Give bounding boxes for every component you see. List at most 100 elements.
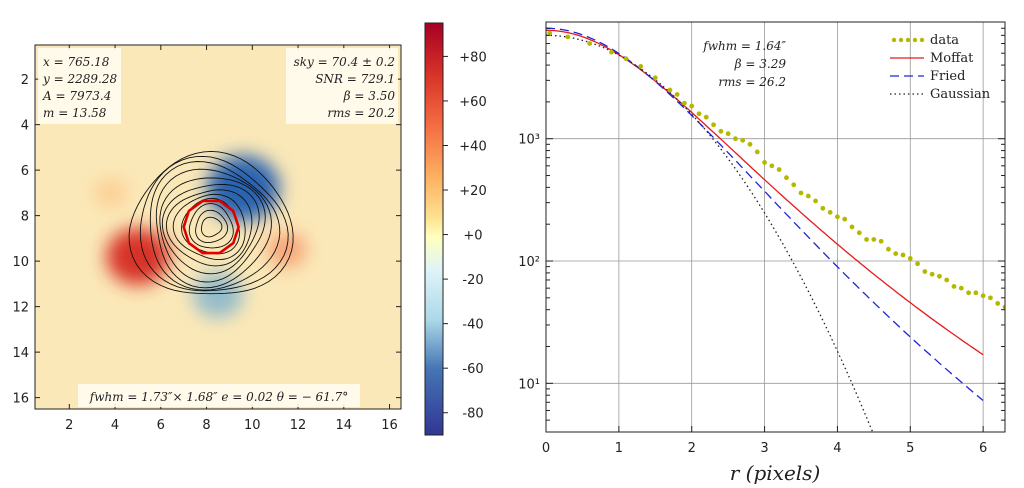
y-tick-label: 16 bbox=[12, 392, 29, 407]
x-tick-label: 16 bbox=[381, 418, 398, 433]
data-point bbox=[966, 290, 971, 296]
data-point bbox=[587, 41, 593, 46]
data-point bbox=[784, 175, 789, 181]
data-point bbox=[856, 230, 862, 236]
data-point bbox=[565, 34, 571, 40]
y-tick-label: 4 bbox=[21, 119, 29, 134]
data-point bbox=[1002, 304, 1005, 310]
legend-data-symbol bbox=[905, 37, 911, 43]
data-point bbox=[871, 237, 877, 242]
data-point bbox=[733, 136, 738, 142]
y-tick-label: 12 bbox=[12, 301, 29, 316]
residual-frame bbox=[34, 44, 402, 410]
fwhm-contour bbox=[182, 199, 240, 255]
legend-data-symbol bbox=[912, 37, 918, 43]
legend: data Moffat Fried Gaussian bbox=[890, 33, 991, 102]
colorbar-tick-label: -80 bbox=[462, 407, 483, 422]
residual-blob-0 bbox=[106, 228, 170, 286]
radial-profile-panel: 0 1 2 3 4 5 6 10¹ 10² 10³ r (pixels) fwhm = 1.64″… bbox=[518, 21, 1006, 485]
contour-level-8 bbox=[181, 197, 240, 255]
contour-level-9 bbox=[188, 203, 234, 249]
colorbar-tick-label: -20 bbox=[462, 273, 483, 288]
colorbar-tick-label: +60 bbox=[459, 95, 486, 110]
annot-rms: rms = 20.2 bbox=[327, 106, 395, 120]
data-point bbox=[973, 290, 979, 296]
annot-snr: SNR = 729.1 bbox=[315, 72, 395, 86]
data-point bbox=[900, 252, 906, 258]
profile-x-tick-label: 3 bbox=[760, 441, 768, 456]
legend-gaussian-label: Gaussian bbox=[930, 87, 991, 102]
legend-data-symbol bbox=[898, 37, 904, 43]
data-point bbox=[747, 141, 753, 147]
series-gaussian bbox=[546, 34, 874, 432]
data-point bbox=[740, 137, 746, 143]
data-point bbox=[667, 87, 673, 93]
data-point bbox=[547, 30, 553, 36]
profile-frame bbox=[545, 21, 1006, 433]
profile-x-tick-label: 1 bbox=[615, 441, 623, 456]
x-tick-label: 10 bbox=[244, 418, 261, 433]
params-box-left bbox=[38, 48, 121, 124]
data-point bbox=[929, 271, 935, 277]
data-point bbox=[682, 100, 687, 106]
y-tick-label: 2 bbox=[21, 73, 29, 88]
data-point bbox=[995, 301, 1001, 306]
data-point bbox=[791, 182, 797, 188]
fwhm-box bbox=[78, 384, 360, 407]
params-box-right bbox=[286, 48, 398, 124]
data-point bbox=[776, 167, 782, 172]
profile-y-tick-label: 10¹ bbox=[518, 377, 540, 392]
data-point bbox=[798, 190, 804, 196]
colorbar-tick-label: +80 bbox=[459, 50, 486, 65]
annot-amplitude: A = 7973.4 bbox=[42, 89, 111, 103]
data-point bbox=[988, 295, 993, 301]
annot-y: y = 2289.28 bbox=[42, 72, 117, 86]
contour-level-4 bbox=[159, 177, 266, 283]
annot-sky: sky = 70.4 ± 0.2 bbox=[294, 55, 395, 69]
residual-blob-3 bbox=[192, 272, 244, 318]
x-tick-label: 14 bbox=[336, 418, 353, 433]
data-point bbox=[915, 261, 920, 267]
annot-beta: β = 3.50 bbox=[343, 89, 396, 103]
data-point bbox=[609, 49, 614, 55]
annot-profile-beta: β = 3.29 bbox=[734, 57, 787, 71]
data-point bbox=[718, 128, 724, 134]
colorbar-tick-label: -60 bbox=[462, 362, 483, 377]
annot-profile-fwhm: fwhm = 1.64″ bbox=[702, 39, 786, 53]
colorbar-tick-label: -40 bbox=[462, 318, 483, 333]
legend-moffat-label: Moffat bbox=[930, 51, 974, 66]
data-point bbox=[652, 75, 658, 81]
residual-blob-2 bbox=[266, 232, 307, 268]
annot-profile-rms: rms = 26.2 bbox=[718, 75, 786, 89]
colorbar-tick-label: +40 bbox=[459, 139, 486, 154]
data-point bbox=[922, 269, 928, 274]
profile-y-tick-label: 10³ bbox=[518, 133, 540, 148]
profile-x-tick-label: 2 bbox=[688, 441, 696, 456]
annot-x: x = 765.18 bbox=[43, 55, 110, 69]
profile-x-tick-label: 5 bbox=[906, 441, 914, 456]
contour-level-3 bbox=[155, 168, 272, 289]
profile-x-tick-label: 0 bbox=[542, 441, 550, 456]
y-tick-label: 14 bbox=[12, 346, 29, 361]
series-fried bbox=[546, 27, 984, 401]
data-point bbox=[937, 273, 942, 279]
contour-level-5 bbox=[161, 183, 260, 275]
colorbar-tick-label: +20 bbox=[459, 184, 486, 199]
contour-level-1 bbox=[139, 155, 289, 292]
x-axis-label: r (pixels) bbox=[730, 461, 821, 485]
data-point bbox=[674, 92, 680, 97]
y-tick-label: 6 bbox=[21, 164, 29, 179]
y-tick-label: 10 bbox=[12, 255, 29, 270]
contour-level-0 bbox=[128, 150, 294, 295]
data-point bbox=[864, 237, 869, 242]
data-point bbox=[762, 160, 767, 165]
x-tick-label: 2 bbox=[65, 418, 73, 433]
data-point bbox=[944, 277, 950, 283]
legend-fried-label: Fried bbox=[930, 69, 965, 84]
data-point bbox=[842, 216, 848, 222]
profile-y-tick-label: 10² bbox=[518, 255, 540, 270]
profile-x-tick-label: 4 bbox=[833, 441, 841, 456]
x-tick-label: 12 bbox=[290, 418, 307, 433]
x-tick-label: 4 bbox=[111, 418, 119, 433]
